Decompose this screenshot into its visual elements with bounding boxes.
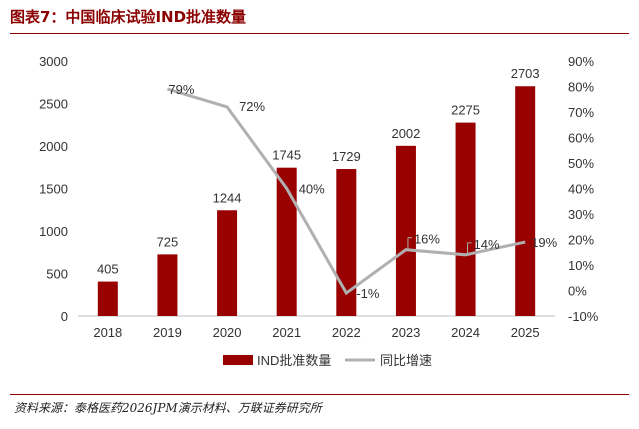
bar-2024: [455, 122, 476, 316]
y-right-tick-label: 20%: [568, 233, 594, 248]
y-right-tick-label: 30%: [568, 207, 594, 222]
growth-value-label: 16%: [414, 232, 440, 247]
y-left-tick-label: 2000: [39, 139, 68, 154]
x-tick-label: 2019: [153, 325, 182, 340]
bar-labels: 405 725 1244 1745 1729 2002 2275 2703: [97, 66, 540, 276]
right-axis-ticks: -10% 0% 10% 20% 30% 40% 50% 60% 70% 80% 90%: [568, 54, 599, 324]
bar-2025: [515, 86, 536, 317]
title-divider: [10, 33, 629, 34]
growth-line-layer: [167, 87, 526, 296]
source-note: 资料来源：泰格医药2026JPM演示材料、万联证券研究所: [14, 401, 322, 415]
y-right-tick-label: 10%: [568, 258, 594, 273]
chart: 0 500 1000 1500 2000 2500 3000 -10% 0% 10% 20% 30%…: [39, 54, 599, 368]
y-right-tick-label: 80%: [568, 80, 594, 95]
y-left-tick-label: 1000: [39, 224, 68, 239]
x-tick-label: 2018: [93, 325, 122, 340]
x-tick-label: 2025: [511, 325, 540, 340]
bar-2023: [395, 145, 416, 316]
growth-value-label: 72%: [239, 99, 265, 114]
legend: IND批准数量 同比增速: [223, 353, 432, 368]
bars: [97, 86, 536, 317]
y-right-tick-label: 50%: [568, 156, 594, 171]
x-tick-label: 2021: [272, 325, 301, 340]
chart-title: 图表7：中国临床试验IND批准数量: [10, 8, 247, 26]
y-right-tick-label: 90%: [568, 54, 594, 69]
x-tick-label: 2024: [451, 325, 480, 340]
bar-value-label: 1745: [272, 148, 301, 163]
growth-value-label: 19%: [531, 235, 557, 250]
x-tick-label: 2022: [332, 325, 361, 340]
growth-value-label: 40%: [299, 182, 325, 197]
y-right-tick-label: 70%: [568, 105, 594, 120]
growth-value-label: 79%: [168, 82, 194, 97]
y-right-tick-label: 0%: [568, 284, 587, 299]
legend-swatch-bars: [223, 355, 253, 365]
x-tick-label: 2020: [213, 325, 242, 340]
legend-label-line: 同比增速: [380, 353, 432, 368]
bar-2021: [276, 167, 297, 316]
x-axis-ticks: 2018 2019 2020 2021 2022 2023 2024 2025: [93, 325, 539, 340]
bar-2018: [97, 281, 118, 316]
bar-value-label: 725: [157, 234, 179, 249]
left-axis-ticks: 0 500 1000 1500 2000 2500 3000: [39, 54, 68, 324]
y-left-tick-label: 3000: [39, 54, 68, 69]
footer-divider: [10, 394, 629, 395]
x-tick-label: 2023: [391, 325, 420, 340]
bar-value-label: 1244: [213, 190, 242, 205]
growth-labels: 79% 72% 40% -1% 16% 14% 19%: [168, 82, 557, 301]
y-right-tick-label: 60%: [568, 131, 594, 146]
bar-value-label: 405: [97, 262, 119, 277]
y-left-tick-label: 500: [46, 267, 68, 282]
growth-rate-line: [167, 87, 526, 296]
y-right-tick-label: -10%: [568, 309, 599, 324]
bar-value-label: 2275: [451, 103, 480, 118]
bar-2022: [336, 169, 357, 316]
bar-2019: [157, 254, 178, 316]
legend-label-bars: IND批准数量: [257, 353, 331, 368]
bar-2020: [217, 210, 238, 316]
bar-value-label: 2002: [391, 126, 420, 141]
y-left-tick-label: 0: [61, 309, 68, 324]
y-left-tick-label: 1500: [39, 182, 68, 197]
growth-value-label: 14%: [474, 237, 500, 252]
y-left-tick-label: 2500: [39, 97, 68, 112]
y-right-tick-label: 40%: [568, 182, 594, 197]
growth-value-label: -1%: [356, 286, 380, 301]
bar-value-label: 1729: [332, 149, 361, 164]
bar-value-label: 2703: [511, 66, 540, 81]
